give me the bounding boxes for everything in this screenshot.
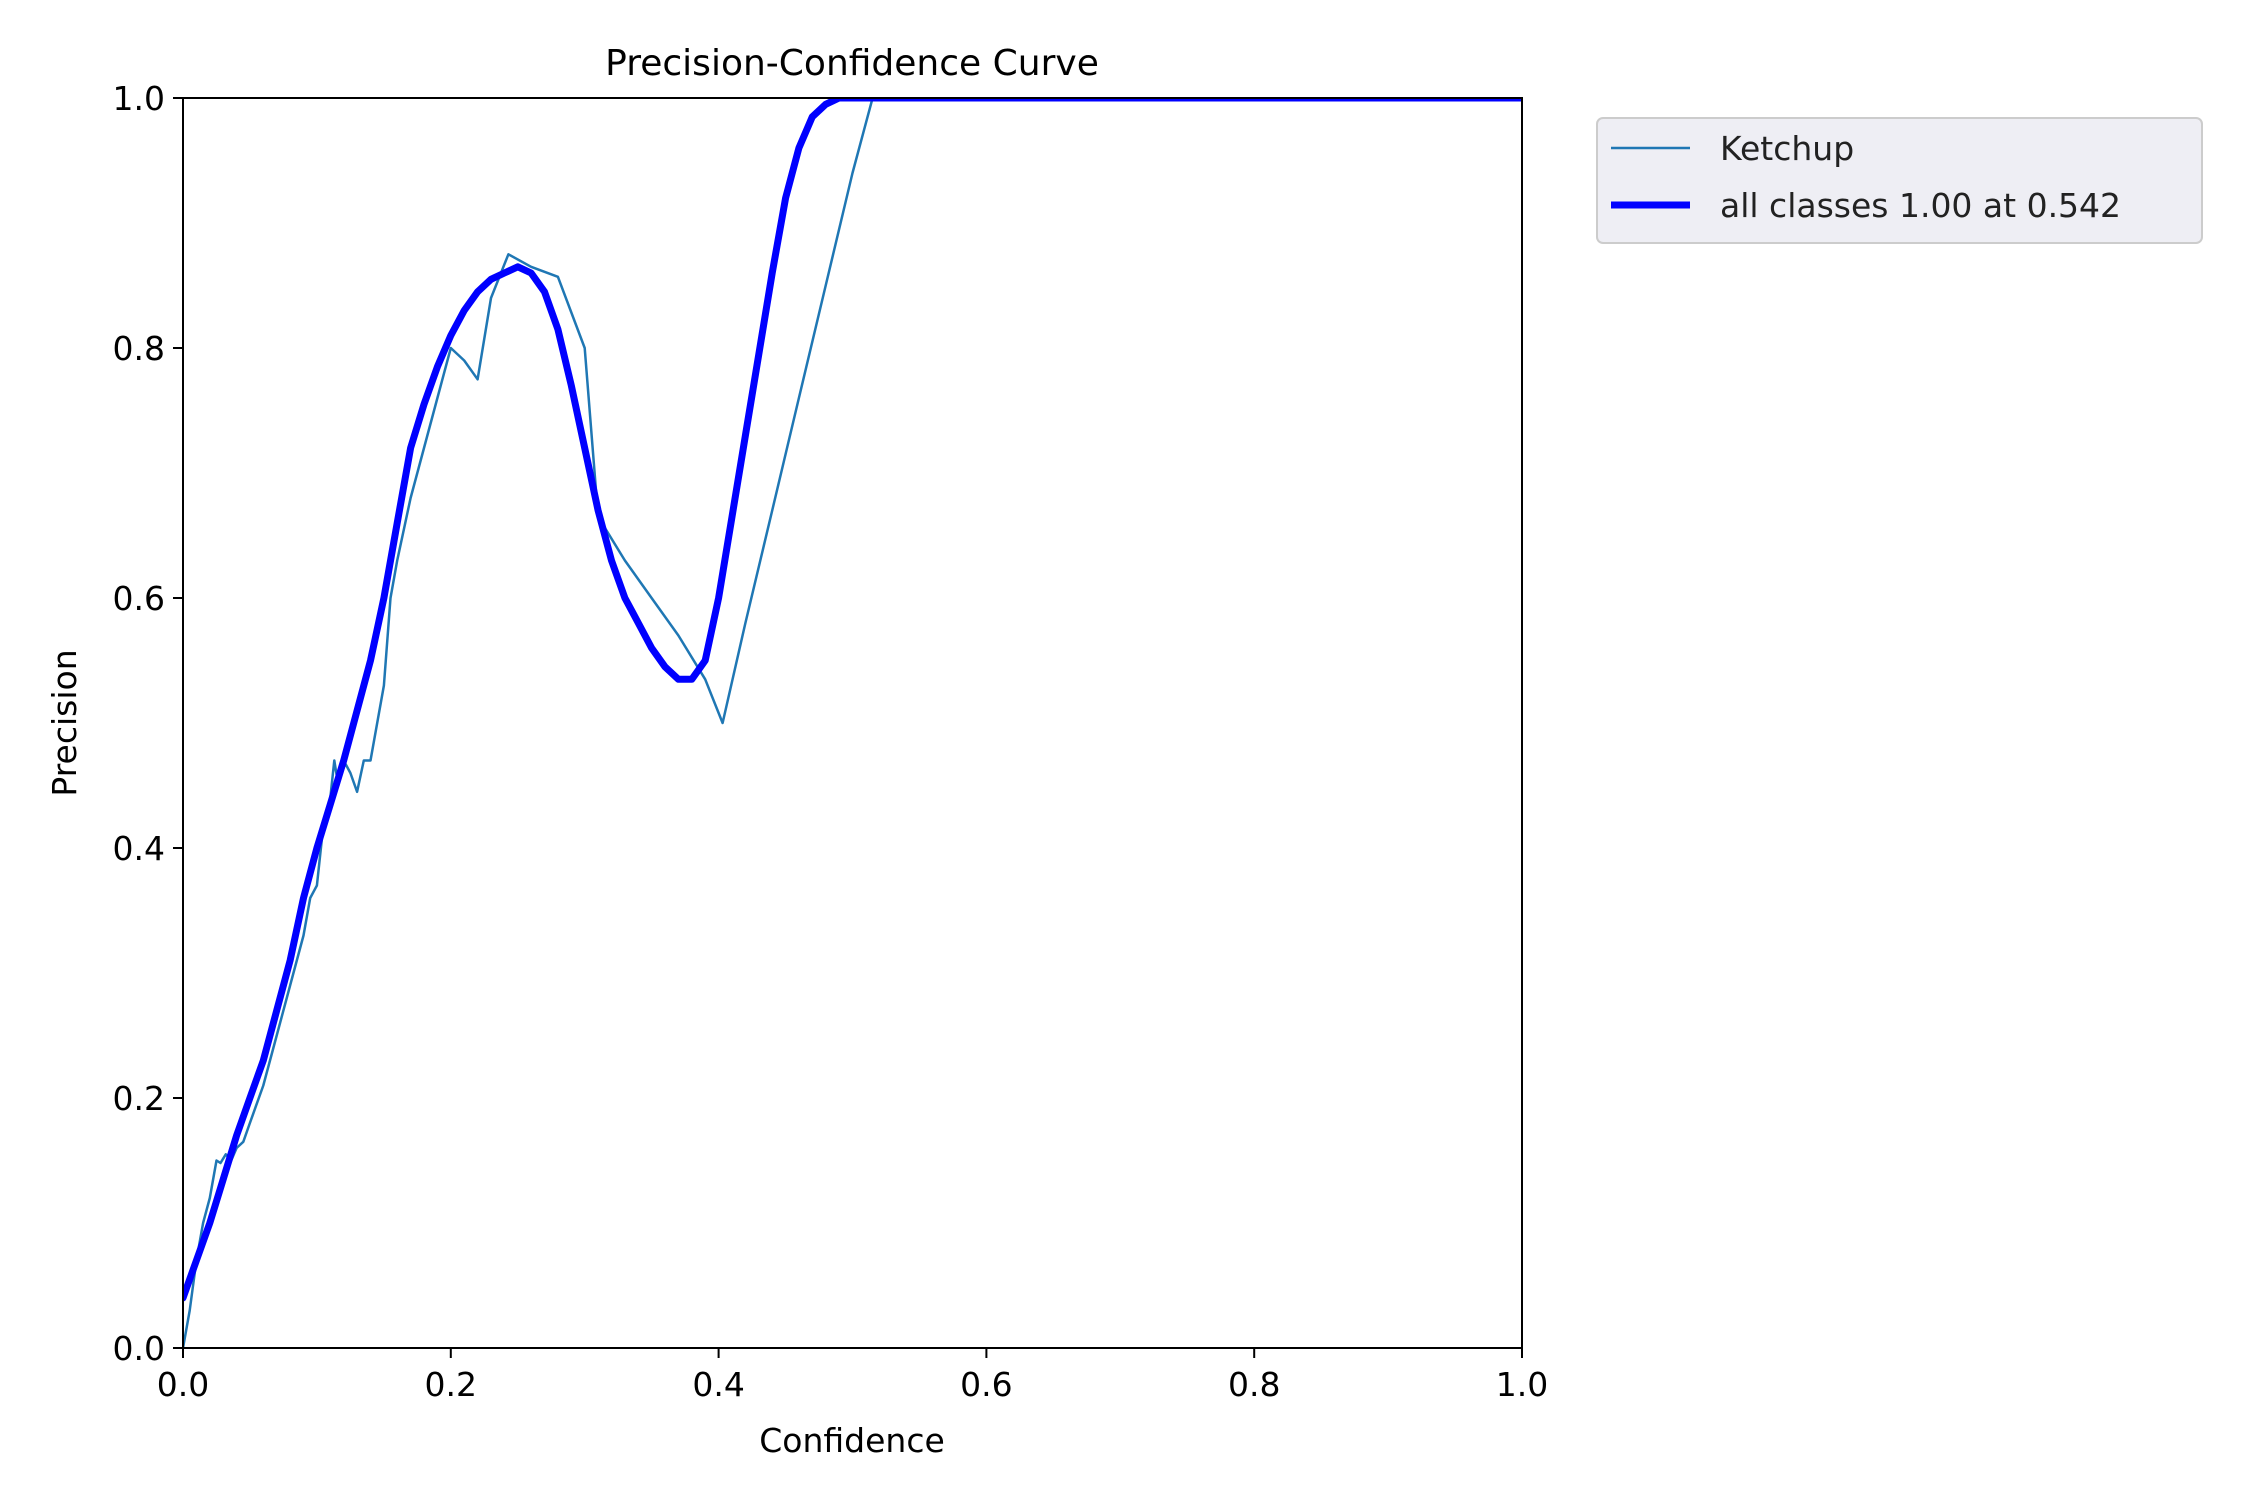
y-tick-label: 0.4 — [113, 829, 165, 868]
y-tick-label: 1.0 — [113, 79, 165, 118]
y-tick-label: 0.2 — [113, 1079, 165, 1118]
y-axis-ticks: 0.0 0.2 0.4 0.6 0.8 1.0 — [113, 79, 183, 1368]
x-tick-label: 0.8 — [1228, 1365, 1280, 1404]
series-layer — [183, 98, 1522, 1348]
x-tick-label: 0.0 — [157, 1365, 209, 1404]
x-axis-ticks: 0.0 0.2 0.4 0.6 0.8 1.0 — [157, 1348, 1548, 1404]
series-line-all-classes — [183, 98, 1522, 1302]
series-line-ketchup — [183, 98, 1522, 1348]
legend-label-ketchup: Ketchup — [1720, 129, 1854, 168]
x-tick-label: 0.4 — [692, 1365, 744, 1404]
x-tick-label: 1.0 — [1496, 1365, 1548, 1404]
legend-label-all-classes: all classes 1.00 at 0.542 — [1720, 186, 2121, 225]
x-tick-label: 0.6 — [960, 1365, 1012, 1404]
y-tick-label: 0.6 — [113, 579, 165, 618]
y-tick-label: 0.8 — [113, 329, 165, 368]
chart-title: Precision-Confidence Curve — [605, 43, 1099, 84]
x-axis-label: Confidence — [759, 1421, 945, 1460]
y-axis-label: Precision — [45, 649, 84, 796]
plot-frame — [182, 97, 1523, 1349]
legend-box — [1596, 117, 2203, 244]
legend: Ketchup all classes 1.00 at 0.542 — [1596, 117, 2203, 244]
x-tick-label: 0.2 — [425, 1365, 477, 1404]
y-tick-label: 0.0 — [113, 1329, 165, 1368]
